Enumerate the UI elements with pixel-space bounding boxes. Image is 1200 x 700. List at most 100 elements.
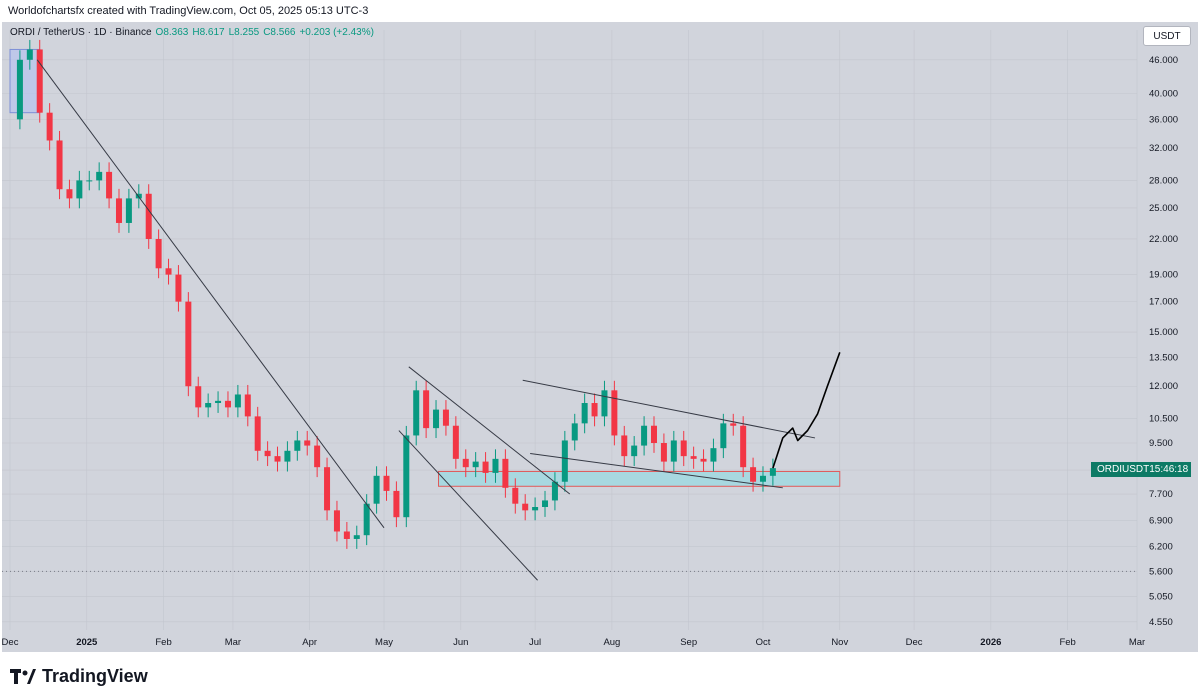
price-tag-countdown: 15:46:18 [1149,464,1189,475]
x-tick-label: Dec [906,637,923,648]
candle-body [36,49,43,113]
candle-body [264,450,271,457]
chart-grid [2,30,1138,630]
candle-body [433,409,440,429]
candle-body [125,198,132,223]
candle-body [512,487,519,504]
candle-body [482,461,489,473]
candle-body [393,490,400,518]
y-tick-label: 6.200 [1149,542,1173,553]
candle-body [284,450,291,462]
low-value: L8.255 [228,27,260,38]
candle-body [254,416,261,451]
candle-body [86,180,93,182]
candle-body [205,403,212,408]
x-tick-label: Nov [831,637,848,648]
time-axis: Dec 2025 Feb Mar Apr May Jun Jul Aug Sep Oct Nov Dec… [2,637,1146,648]
candle-body [244,394,251,417]
candle-body [631,445,638,457]
candle-body [185,301,192,387]
projection-path [772,352,841,469]
candle-body [759,475,766,482]
candle-body [690,456,697,459]
x-tick-label: Jul [529,637,541,648]
price-axis: 46.000 40.000 36.000 32.000 28.000 25.000 22.0… [1149,55,1178,628]
chart-attribution: Worldofchartsfx created with TradingView… [8,5,369,17]
trendlines [36,59,816,581]
candle-body [413,390,420,436]
candle-body [621,435,628,457]
close-value: C8.566 [263,27,296,38]
y-tick-label: 6.900 [1149,516,1173,527]
candle-body [660,443,667,462]
candle-body [561,440,568,482]
symbol-label[interactable]: ORDI / TetherUS · 1D · Binance [10,27,152,38]
price-tag-symbol: ORDIUSDT [1097,464,1150,475]
candle-body [353,535,360,539]
candle-body [680,440,687,457]
candle-body [363,503,370,536]
x-tick-label: Aug [603,637,620,648]
candle-body [423,390,430,429]
y-tick-label: 22.000 [1149,234,1178,245]
x-tick-label: Oct [756,637,771,648]
y-tick-label: 32.000 [1149,143,1178,154]
candle-body [333,510,340,532]
last-price-tag: ORDIUSDT 15:46:18 [1091,462,1191,477]
candle-body [601,390,608,417]
support-zone-rect [438,470,841,487]
x-tick-label: 2025 [76,637,98,648]
tradingview-footer: TradingView [10,666,148,687]
candle-body [700,458,707,462]
y-tick-label: 12.000 [1149,381,1178,392]
candle-body [314,445,321,468]
y-tick-label: 19.000 [1149,270,1178,281]
y-tick-label: 5.050 [1149,592,1173,603]
candle-body [373,475,380,504]
x-tick-label: Mar [1129,637,1145,648]
candle-body [551,481,558,501]
y-tick-label: 36.000 [1149,114,1178,125]
candle-body [106,171,113,199]
x-tick-label: Feb [1059,637,1075,648]
candle-body [175,274,182,302]
x-tick-label: Sep [680,637,697,648]
y-tick-label: 9.500 [1149,438,1173,449]
tradingview-logo-icon [10,668,36,684]
candle-body [720,423,727,449]
candle-body [294,440,301,451]
candle-body [472,461,479,468]
candle-body [56,140,63,190]
candle-body [651,425,657,444]
candle-body [234,394,241,408]
trendline [530,452,783,489]
candle-body [641,425,648,446]
candle-body [145,193,152,239]
support-zone [9,48,841,487]
candle-body [165,268,172,275]
x-tick-label: Feb [155,637,171,648]
symbol-legend: ORDI / TetherUS · 1D · Binance O8.363 H8… [10,27,374,38]
y-tick-label: 25.000 [1149,203,1178,214]
trendline [408,366,571,495]
trendline [398,430,538,581]
candle-body [591,403,598,417]
candle-body [670,440,677,462]
price-chart[interactable]: 46.000 40.000 36.000 32.000 28.000 25.000 22.0… [2,22,1198,652]
candle-body [442,409,449,426]
x-tick-label: 2026 [980,637,1001,648]
tradingview-brand[interactable]: TradingView [42,666,148,686]
candle-body [274,456,281,462]
candle-body [730,423,737,426]
candle-body [710,448,717,462]
currency-selector[interactable]: USDT [1143,26,1191,46]
candle-body [66,189,73,199]
candle-body [502,458,509,488]
change-value: +0.203 (+2.43%) [299,27,374,38]
y-tick-label: 7.700 [1149,489,1173,500]
chart-area[interactable]: 46.000 40.000 36.000 32.000 28.000 25.000 22.0… [2,22,1198,652]
candle-body [46,112,53,141]
y-tick-label: 10.500 [1149,414,1178,425]
candle-body [304,440,311,446]
trendline [36,59,385,529]
